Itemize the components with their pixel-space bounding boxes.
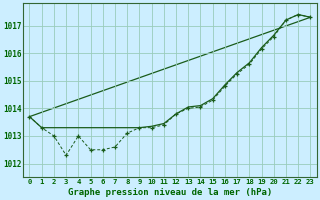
X-axis label: Graphe pression niveau de la mer (hPa): Graphe pression niveau de la mer (hPa) bbox=[68, 188, 272, 197]
